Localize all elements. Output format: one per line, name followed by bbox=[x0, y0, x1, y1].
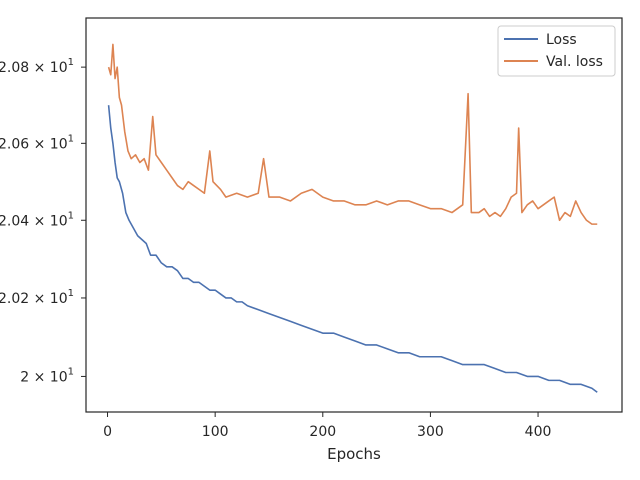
legend-label-val-loss: Val. loss bbox=[546, 54, 603, 70]
y-tick-label-2: 2.04 × 101 bbox=[0, 210, 74, 229]
y-tick-label-3: 2.06 × 101 bbox=[0, 133, 74, 152]
y-tick-label-4: 2.08 × 101 bbox=[0, 57, 74, 76]
x-axis: 0 100 200 300 400 bbox=[103, 412, 551, 440]
y-tick-label-1: 2.02 × 101 bbox=[0, 288, 74, 307]
legend-label-loss: Loss bbox=[546, 32, 577, 48]
x-tick-label-1: 100 bbox=[202, 424, 229, 440]
x-tick-label-0: 0 bbox=[103, 424, 112, 440]
x-tick-label-3: 300 bbox=[417, 424, 444, 440]
legend: Loss Val. loss bbox=[497, 25, 616, 77]
x-axis-label: Epochs bbox=[327, 445, 381, 463]
series-layer bbox=[107, 43, 598, 393]
x-tick-label-2: 200 bbox=[309, 424, 336, 440]
series-line-1 bbox=[107, 43, 598, 225]
y-axis: 2 × 101 2.02 × 101 2.04 × 101 2.06 × 101 2.0… bbox=[0, 57, 86, 385]
y-tick-label-0: 2 × 101 bbox=[20, 366, 74, 385]
x-tick-label-4: 400 bbox=[525, 424, 552, 440]
plot-area bbox=[85, 17, 623, 413]
series-line-0 bbox=[107, 105, 598, 393]
